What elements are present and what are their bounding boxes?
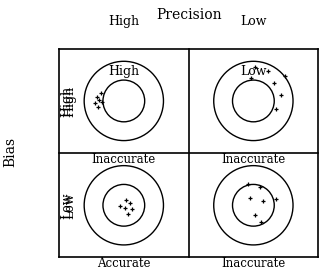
Text: Accurate: Accurate	[97, 257, 151, 270]
Text: Low: Low	[61, 192, 74, 218]
Text: Bias: Bias	[3, 137, 17, 167]
Text: Low: Low	[240, 65, 267, 78]
Text: Low: Low	[63, 192, 76, 218]
Text: Inaccurate: Inaccurate	[221, 257, 285, 270]
Text: Precision: Precision	[156, 8, 221, 22]
Text: High: High	[108, 65, 139, 78]
Text: High: High	[61, 85, 74, 117]
Text: High: High	[108, 15, 139, 28]
Text: High: High	[63, 85, 76, 117]
Text: Inaccurate: Inaccurate	[221, 153, 285, 166]
Text: Low: Low	[240, 15, 267, 28]
Text: Inaccurate: Inaccurate	[92, 153, 156, 166]
